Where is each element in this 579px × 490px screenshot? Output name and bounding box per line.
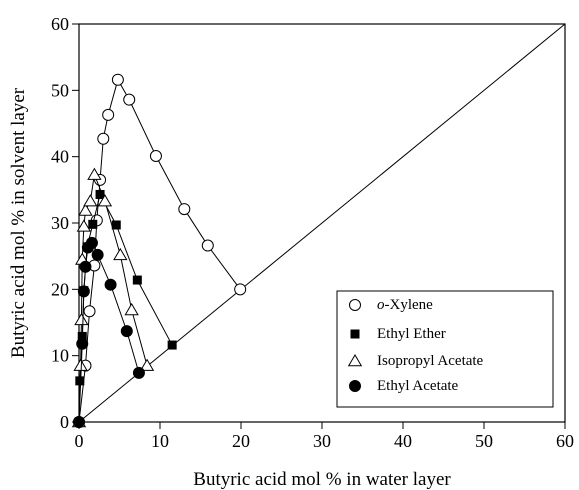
- y-tick-label: 20: [51, 279, 69, 299]
- legend-label-ethyl-ether: Ethyl Ether: [377, 326, 446, 342]
- data-point: [111, 220, 121, 230]
- legend-label-o-xylene-suffix: -Xylene: [385, 297, 434, 313]
- data-point: [87, 167, 102, 180]
- legend-label-o-xylene-prefix: o: [377, 297, 385, 313]
- data-point: [83, 194, 98, 207]
- x-tick-label: 40: [394, 431, 412, 451]
- y-tick-label: 10: [51, 346, 69, 366]
- series-layer: [71, 73, 247, 428]
- data-point: [102, 108, 115, 121]
- data-point: [132, 366, 145, 379]
- data-point: [73, 416, 85, 428]
- y-tick-label: 40: [51, 147, 69, 167]
- data-point: [95, 189, 105, 199]
- data-point: [201, 239, 214, 252]
- x-axis-title: Butyric acid mol % in water layer: [193, 469, 451, 490]
- series-line: [78, 78, 241, 423]
- data-point: [76, 219, 92, 232]
- legend-markers: [347, 299, 363, 392]
- data-point: [167, 340, 177, 350]
- legend-marker: [349, 380, 361, 392]
- data-point: [123, 93, 136, 106]
- x-tick-label: 50: [475, 431, 493, 451]
- x-tick-label: 0: [75, 431, 84, 451]
- data-point: [73, 358, 88, 371]
- x-tick-label: 30: [313, 431, 331, 451]
- data-point: [88, 219, 98, 229]
- data-point: [97, 132, 110, 145]
- legend: o-Xylene Ethyl Ether Isopropyl Acetate E…: [336, 290, 554, 408]
- y-axis-title: Butyric acid mol % in solvent layer: [8, 87, 29, 358]
- y-axis-ticks: 0 10 20 30 40 50 60: [51, 14, 79, 432]
- data-point: [79, 260, 92, 273]
- data-point: [111, 73, 124, 86]
- x-axis-ticks: 0 10 20 30 40 50 60: [75, 422, 574, 451]
- data-point: [77, 285, 90, 298]
- data-point: [113, 247, 128, 261]
- data-point: [97, 194, 113, 207]
- data-point: [83, 305, 96, 318]
- data-point: [104, 278, 117, 291]
- x-tick-label: 10: [151, 431, 169, 451]
- data-point: [139, 358, 155, 371]
- data-point: [85, 236, 98, 249]
- series-3: [73, 236, 145, 428]
- reference-line: [78, 23, 566, 423]
- legend-marker: [350, 329, 360, 339]
- data-point: [78, 203, 93, 216]
- legend-marker: [347, 354, 363, 367]
- legend-label-isopropyl-acetate: Isopropyl Acetate: [377, 353, 484, 369]
- data-point: [91, 248, 104, 261]
- legend-marker: [349, 299, 361, 311]
- legend-box: [336, 290, 554, 408]
- data-point: [76, 337, 89, 350]
- series-2: [71, 167, 155, 428]
- y-tick-label: 60: [51, 14, 69, 34]
- legend-label-ethyl-acetate: Ethyl Acetate: [377, 378, 459, 394]
- y-tick-label: 50: [51, 80, 69, 100]
- y-tick-label: 30: [51, 213, 69, 233]
- data-point: [234, 283, 247, 296]
- data-point: [132, 275, 142, 285]
- legend-label-o-xylene: o-Xylene: [377, 297, 433, 313]
- data-point: [178, 203, 191, 216]
- data-point: [74, 312, 89, 326]
- data-point: [120, 325, 133, 338]
- data-point: [149, 150, 162, 163]
- data-point: [124, 302, 139, 316]
- x-tick-label: 60: [556, 431, 574, 451]
- y-tick-label: 0: [60, 412, 69, 432]
- x-tick-label: 20: [232, 431, 250, 451]
